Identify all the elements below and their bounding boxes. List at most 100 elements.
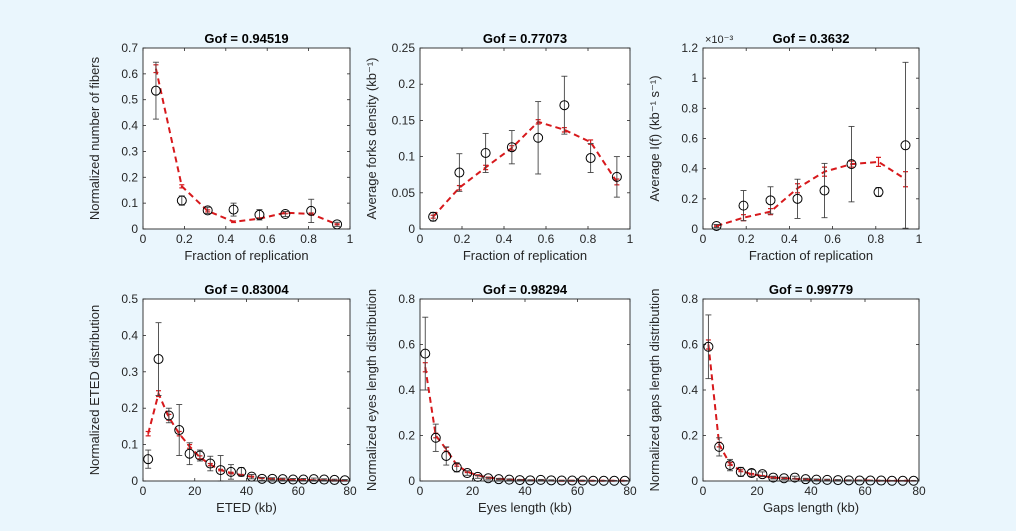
x-tick-label: 0.2 — [738, 232, 755, 246]
data-point — [567, 475, 578, 486]
data-point — [308, 474, 319, 485]
data-point — [451, 462, 462, 473]
data-point — [420, 348, 431, 359]
data-point — [711, 220, 722, 231]
x-tick-label: 80 — [623, 484, 637, 498]
data-point — [163, 410, 174, 421]
data-point — [454, 167, 465, 178]
x-tick-label: 0 — [700, 232, 707, 246]
data-point — [556, 475, 567, 486]
x-tick-label: 0.4 — [496, 232, 513, 246]
data-point — [577, 475, 588, 486]
data-point — [854, 475, 865, 486]
x-tick-label: 60 — [292, 484, 306, 498]
data-point — [738, 200, 749, 211]
data-point — [900, 140, 911, 151]
x-tick-label: 20 — [466, 484, 480, 498]
x-tick-label: 40 — [804, 484, 818, 498]
data-point — [546, 475, 557, 486]
chart-panel-5: 0 20 40 60 80 0 0.2 0.4 0.6 0.8 Gof = 0.98294 Eyes … — [364, 282, 637, 515]
data-point — [480, 147, 491, 158]
data-point — [789, 472, 800, 483]
data-point — [184, 448, 195, 459]
data-point — [430, 432, 441, 443]
data-point — [319, 474, 330, 485]
x-axis-label: Gaps length (kb) — [763, 500, 859, 515]
x-tick-label: 0 — [417, 232, 424, 246]
x-axis-label: Fraction of replication — [184, 248, 308, 263]
data-point — [535, 474, 546, 485]
y-tick-label: 0.3 — [121, 144, 138, 158]
x-tick-label: 0.8 — [580, 232, 597, 246]
y-tick-label: 0.2 — [121, 401, 138, 415]
data-point — [205, 458, 216, 469]
y-tick-label: 0.2 — [398, 429, 415, 443]
data-point — [483, 473, 494, 484]
y-tick-label: 0.05 — [392, 186, 416, 200]
y-tick-label: 1.2 — [681, 41, 698, 55]
y-tick-label: 0.2 — [681, 429, 698, 443]
data-point — [833, 475, 843, 486]
axes-frame — [702, 298, 920, 482]
y-tick-label: 1 — [691, 71, 698, 85]
chart-title: Gof = 0.94519 — [204, 31, 288, 46]
data-point — [714, 441, 725, 452]
x-axis-label: Eyes length (kb) — [478, 500, 572, 515]
y-tick-label: 0.6 — [681, 132, 698, 146]
data-point — [153, 354, 164, 365]
chart-title: Gof = 0.99779 — [769, 282, 853, 297]
data-point — [202, 205, 213, 216]
y-tick-label: 0 — [131, 222, 138, 236]
y-tick-label: 0.25 — [392, 41, 416, 55]
data-point — [428, 211, 439, 222]
axes-frame — [419, 47, 631, 230]
data-point — [176, 195, 187, 206]
data-point — [779, 473, 789, 484]
y-axis-label: Normalized ETED distribution — [87, 305, 102, 476]
data-point — [236, 466, 247, 477]
data-point — [288, 474, 299, 485]
plot-area — [143, 299, 350, 481]
y-axis-label: Average forks density (kb⁻¹) — [364, 58, 379, 220]
data-point — [611, 171, 622, 182]
x-tick-label: 0.6 — [259, 232, 276, 246]
data-point — [514, 475, 525, 486]
x-tick-label: 20 — [750, 484, 764, 498]
data-point — [865, 475, 876, 486]
axes-frame — [702, 47, 920, 230]
y-tick-label: 0.4 — [681, 383, 698, 397]
y-tick-label: 0.8 — [681, 101, 698, 115]
data-point — [800, 474, 811, 485]
x-tick-label: 0.2 — [454, 232, 471, 246]
chart-panel-2: 0 0.2 0.4 0.6 0.8 1 0 0.05 0.1 0.15 0.2 0.25 Gof = 0… — [364, 31, 634, 263]
y-tick-label: 0.8 — [681, 292, 698, 306]
data-point — [585, 153, 596, 164]
y-tick-label: 0.7 — [121, 41, 138, 55]
x-tick-label: 0.6 — [538, 232, 555, 246]
model-line — [432, 120, 618, 218]
data-point — [215, 465, 226, 476]
data-point — [525, 475, 536, 486]
data-point — [257, 473, 268, 484]
x-tick-label: 0.8 — [867, 232, 884, 246]
x-tick-label: 40 — [518, 484, 532, 498]
y-tick-label: 0 — [131, 474, 138, 488]
data-point — [559, 100, 570, 111]
x-tick-label: 0.4 — [781, 232, 798, 246]
plot-area — [703, 299, 919, 481]
data-point — [280, 209, 291, 220]
data-point — [194, 450, 205, 461]
data-point — [811, 474, 822, 485]
chart-panel-6: 0 20 40 60 80 0 0.2 0.4 0.6 0.8 Gof = 0.99779 Gaps … — [647, 282, 926, 515]
model-line — [716, 160, 907, 227]
x-tick-label: 60 — [858, 484, 872, 498]
plot-area — [420, 48, 630, 229]
data-point — [306, 205, 317, 216]
plot-area — [703, 48, 919, 229]
y-tick-label: 0.2 — [681, 192, 698, 206]
y-tick-label: 0.2 — [121, 170, 138, 184]
chart-panel-3: 0 0.2 0.4 0.6 0.8 1 0 0.2 0.4 0.6 0.8 1 1.2 Gof = 0.3… — [647, 31, 923, 263]
data-point — [267, 473, 278, 484]
y-tick-label: 0.1 — [398, 150, 415, 164]
